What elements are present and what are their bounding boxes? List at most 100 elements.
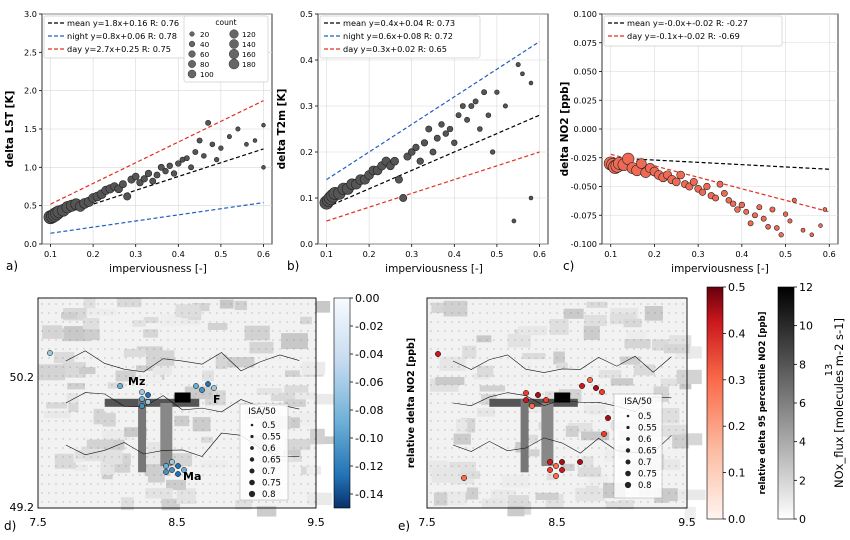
map-e-dot [633,375,635,377]
map-e-dot [570,474,572,476]
map-d-dot [230,411,232,413]
map-d-dot [97,348,99,350]
map-e-dot [500,483,502,485]
map-e-cell [658,424,688,437]
map-e-dot [668,366,670,368]
panel-d-isa-label: 0.7 [262,467,276,477]
map-d-dot [111,456,113,458]
map-e-dot [563,348,565,350]
panel-d-label-f: F [213,393,221,406]
map-d-cell [286,417,300,429]
map-d-cell [201,436,213,443]
panel-c-point [703,182,711,191]
map-d-dot [174,447,176,449]
map-d-dot [118,339,120,341]
map-d-dot [272,393,274,395]
map-e-dot [577,411,579,413]
map-e-dot [584,447,586,449]
panel-c-ytick-label: 0.000 [574,124,597,134]
map-d-dot [41,375,43,377]
map-d-dot [188,483,190,485]
map-d-dot [293,465,295,467]
panel-b-point [390,156,399,166]
map-e-dot [591,357,593,359]
map-e-dot [521,339,523,341]
map-d-dot [125,366,127,368]
map-e-dot [584,330,586,332]
map-e-dot [465,474,467,476]
map-e-dot [444,402,446,404]
panel-b-point [412,143,420,152]
panel-d-cb-label: -0.02 [355,320,383,333]
panel-e2-cb-label: 4 [799,436,806,449]
map-d-dot [279,393,281,395]
map-d-dot [90,393,92,395]
map-d-dot [153,321,155,323]
panel-b-point [425,125,433,133]
map-e-dot [479,411,481,413]
map-d-dot [83,402,85,404]
map-d-dot [279,501,281,503]
panel-c-point [747,220,754,227]
map-d-dot [293,375,295,377]
size-legend-label: 60 [200,50,210,59]
map-d-dot [62,420,64,422]
map-d-dot [195,483,197,485]
map-d-dot [90,420,92,422]
map-d-dot [188,312,190,314]
map-d-dot [230,420,232,422]
map-e-dot [654,501,656,503]
map-d-dot [160,366,162,368]
map-d-dot [111,357,113,359]
map-d-dot [90,501,92,503]
map-d-dot [104,357,106,359]
map-e-dot [472,303,474,305]
map-d-dot [48,492,50,494]
map-e-contour [452,354,672,373]
map-d-dot [230,384,232,386]
map-d-dot [167,339,169,341]
map-d-dot [314,420,316,422]
map-d-dot [83,393,85,395]
map-e-dot [451,483,453,485]
panel-c-xticks: 0.1 0.2 0.3 0.4 0.5 0.6 [604,244,836,259]
panel-d-cb-label: -0.10 [355,432,383,445]
map-d-dot [307,312,309,314]
map-d-dot [125,357,127,359]
map-e-dot [612,303,614,305]
map-e-station [593,385,599,391]
map-d-dot [251,393,253,395]
map-d-dot [153,501,155,503]
map-e-dot [556,303,558,305]
map-d-dot [55,474,57,476]
map-e-dot [647,501,649,503]
map-d-dot [237,474,239,476]
map-d-dot [188,420,190,422]
map-d-dot [55,348,57,350]
map-d-dot [83,366,85,368]
map-e-dot [570,330,572,332]
map-d-dot [209,321,211,323]
map-e-dot [598,312,600,314]
map-d-dot [62,357,64,359]
map-e-dot [479,465,481,467]
map-e-dot [479,447,481,449]
map-e-dot [563,429,565,431]
map-e-dot [612,456,614,458]
map-e-dot [521,483,523,485]
map-e-dot [486,348,488,350]
map-d-dot [188,447,190,449]
map-d-cell [132,320,147,327]
map-e-cell [657,459,681,471]
map-d-dot [146,429,148,431]
map-e-dot [528,348,530,350]
map-d-dot [76,303,78,305]
map-e-dot [584,411,586,413]
map-e-dot [500,411,502,413]
map-e-dot [458,339,460,341]
map-d-dot [104,474,106,476]
map-d-dot [216,384,218,386]
map-d-cell [192,303,210,312]
map-d-dot [188,357,190,359]
map-d-dot [41,456,43,458]
